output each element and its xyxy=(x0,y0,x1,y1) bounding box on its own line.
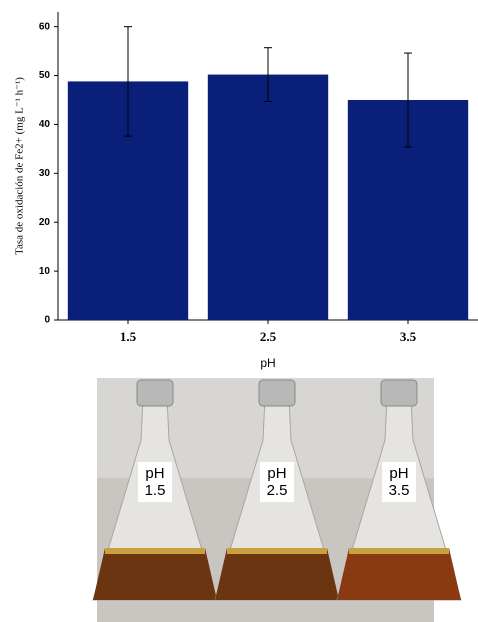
figure: Tasa de oxidación de Fe2+ (mg L⁻¹ h⁻¹) p… xyxy=(0,0,478,622)
flask-label: 1.5 xyxy=(145,482,166,499)
foil-cap xyxy=(259,380,295,406)
x-axis-label: pH xyxy=(260,356,275,370)
x-tick-label: 2.5 xyxy=(260,329,277,344)
liquid xyxy=(93,548,217,600)
x-tick-label: 1.5 xyxy=(120,329,137,344)
y-tick-label: 10 xyxy=(39,266,51,277)
y-tick-label: 30 xyxy=(39,168,51,179)
flask-label: pH xyxy=(145,465,164,482)
flask-label: 3.5 xyxy=(389,482,410,499)
foil-cap xyxy=(137,380,173,406)
liquid-ring xyxy=(227,548,327,554)
liquid xyxy=(337,548,461,600)
y-tick-label: 50 xyxy=(39,70,51,81)
foil-cap xyxy=(381,380,417,406)
flask-label: pH xyxy=(267,465,286,482)
liquid xyxy=(215,548,339,600)
x-tick-label: 3.5 xyxy=(400,329,417,344)
bar xyxy=(208,75,328,320)
y-tick-label: 20 xyxy=(39,217,51,228)
liquid-ring xyxy=(349,548,449,554)
y-tick-label: 0 xyxy=(44,315,50,326)
liquid-ring xyxy=(105,548,205,554)
flask-label: 2.5 xyxy=(267,482,288,499)
flask-label: pH xyxy=(389,465,408,482)
y-axis-label: Tasa de oxidación de Fe2+ (mg L⁻¹ h⁻¹) xyxy=(14,77,26,255)
y-tick-label: 60 xyxy=(39,21,51,32)
y-tick-label: 40 xyxy=(39,119,51,130)
